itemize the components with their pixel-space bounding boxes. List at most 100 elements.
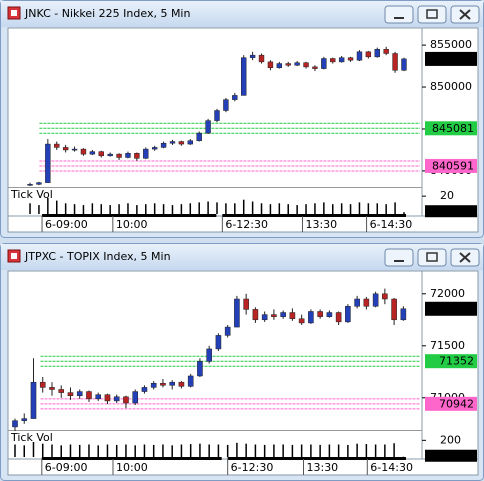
last-price: 853353 <box>432 52 474 65</box>
candle-body <box>224 326 231 336</box>
candle-body <box>113 396 120 402</box>
candle-body <box>49 387 55 390</box>
candle-body <box>243 298 249 310</box>
level-label: 71352 <box>439 355 474 368</box>
candle-body <box>62 147 69 151</box>
candle-body <box>335 312 342 323</box>
close-glyph <box>459 252 471 263</box>
candle-body <box>178 381 185 387</box>
candle-body <box>392 53 398 71</box>
window-title: JTPXC - TOPIX Index, 5 Min <box>24 250 171 263</box>
candle-body <box>338 57 345 63</box>
y-tick-label: 20 <box>440 189 454 202</box>
candle-body <box>294 62 300 66</box>
minimize-button[interactable] <box>384 5 414 24</box>
volume-label: Tick Vol <box>10 431 53 444</box>
candle-body <box>30 381 37 419</box>
candle-body <box>258 54 265 63</box>
candle-body <box>317 311 323 317</box>
candle-body <box>187 140 193 145</box>
candle-body <box>363 298 370 307</box>
candle-body <box>27 184 33 186</box>
candle-body <box>39 381 46 388</box>
restore-button[interactable] <box>417 248 447 267</box>
candle-body <box>326 312 333 317</box>
candle-body <box>372 293 379 307</box>
volume-last: 3 <box>448 449 455 462</box>
candle-body <box>125 153 131 158</box>
candle-body <box>280 312 286 317</box>
candle-body <box>197 361 203 377</box>
candle-body <box>107 153 113 157</box>
candle-body <box>354 298 360 307</box>
volume-last-box <box>425 449 477 462</box>
volume-last-box <box>425 205 477 218</box>
candle-body <box>160 382 166 386</box>
candle-body <box>374 49 380 58</box>
candle-body <box>104 394 111 402</box>
y-tick-label: 200 <box>440 433 461 446</box>
candle-body <box>36 182 42 185</box>
minimize-button[interactable] <box>384 248 414 267</box>
candle-body <box>298 318 305 324</box>
candle-body <box>241 57 247 96</box>
candle-body <box>169 141 176 144</box>
last-price: 71856 <box>439 302 474 315</box>
candle-body <box>345 306 351 323</box>
level-label-box <box>425 121 477 136</box>
candle-body <box>143 148 149 159</box>
candle-body <box>196 132 202 141</box>
candle-body <box>271 314 277 317</box>
x-tick-label: 13:30 <box>306 461 338 474</box>
candle-body <box>86 391 92 400</box>
session-bar <box>222 214 406 217</box>
candle-body <box>21 418 28 421</box>
level-label: 70942 <box>439 397 474 410</box>
candle-body <box>71 148 78 151</box>
volume-last: 2 <box>448 205 455 218</box>
candle-body <box>187 375 194 387</box>
x-tick-label: 6-12:30 <box>231 461 274 474</box>
candle-body <box>54 143 60 148</box>
candle-body <box>356 51 363 61</box>
candle-body <box>383 49 389 54</box>
level-label: 845081 <box>432 122 474 135</box>
candle-body <box>391 298 397 321</box>
candle-body <box>160 142 167 148</box>
candle-body <box>150 382 157 388</box>
x-tick-label: 13:30 <box>305 218 337 231</box>
candle-body <box>234 298 240 328</box>
candle-body <box>215 335 222 350</box>
restore-button[interactable] <box>417 5 447 24</box>
candle-body <box>214 110 220 121</box>
candle-body <box>141 387 148 392</box>
candle-body <box>206 348 212 362</box>
candle-body <box>321 58 327 69</box>
candle-body <box>232 95 238 100</box>
candle-body <box>98 151 104 157</box>
candle-body <box>58 389 65 393</box>
x-tick-label: 10:00 <box>116 461 148 474</box>
candle-body <box>132 391 138 404</box>
candle-body <box>276 63 283 68</box>
candle-body <box>261 314 268 321</box>
close-glyph <box>459 9 471 20</box>
level-label: 840591 <box>432 159 474 172</box>
x-tick-label: 6-09:00 <box>45 461 88 474</box>
candle-body <box>400 308 407 321</box>
candle-body <box>12 420 18 428</box>
volume-label: Tick Vol <box>10 188 53 201</box>
x-tick-label: 6-14:30 <box>370 218 413 231</box>
candle-body <box>303 62 309 68</box>
plot-area <box>7 270 423 460</box>
y-tick-label: 72000 <box>430 287 465 300</box>
x-tick-label: 10:00 <box>116 218 148 231</box>
candle-body <box>80 148 87 155</box>
candle-body <box>134 153 140 159</box>
session-bar <box>42 214 217 217</box>
candle-body <box>76 391 83 396</box>
candle-body <box>308 311 314 324</box>
candle-body <box>67 392 74 396</box>
level-label-box <box>425 158 477 173</box>
